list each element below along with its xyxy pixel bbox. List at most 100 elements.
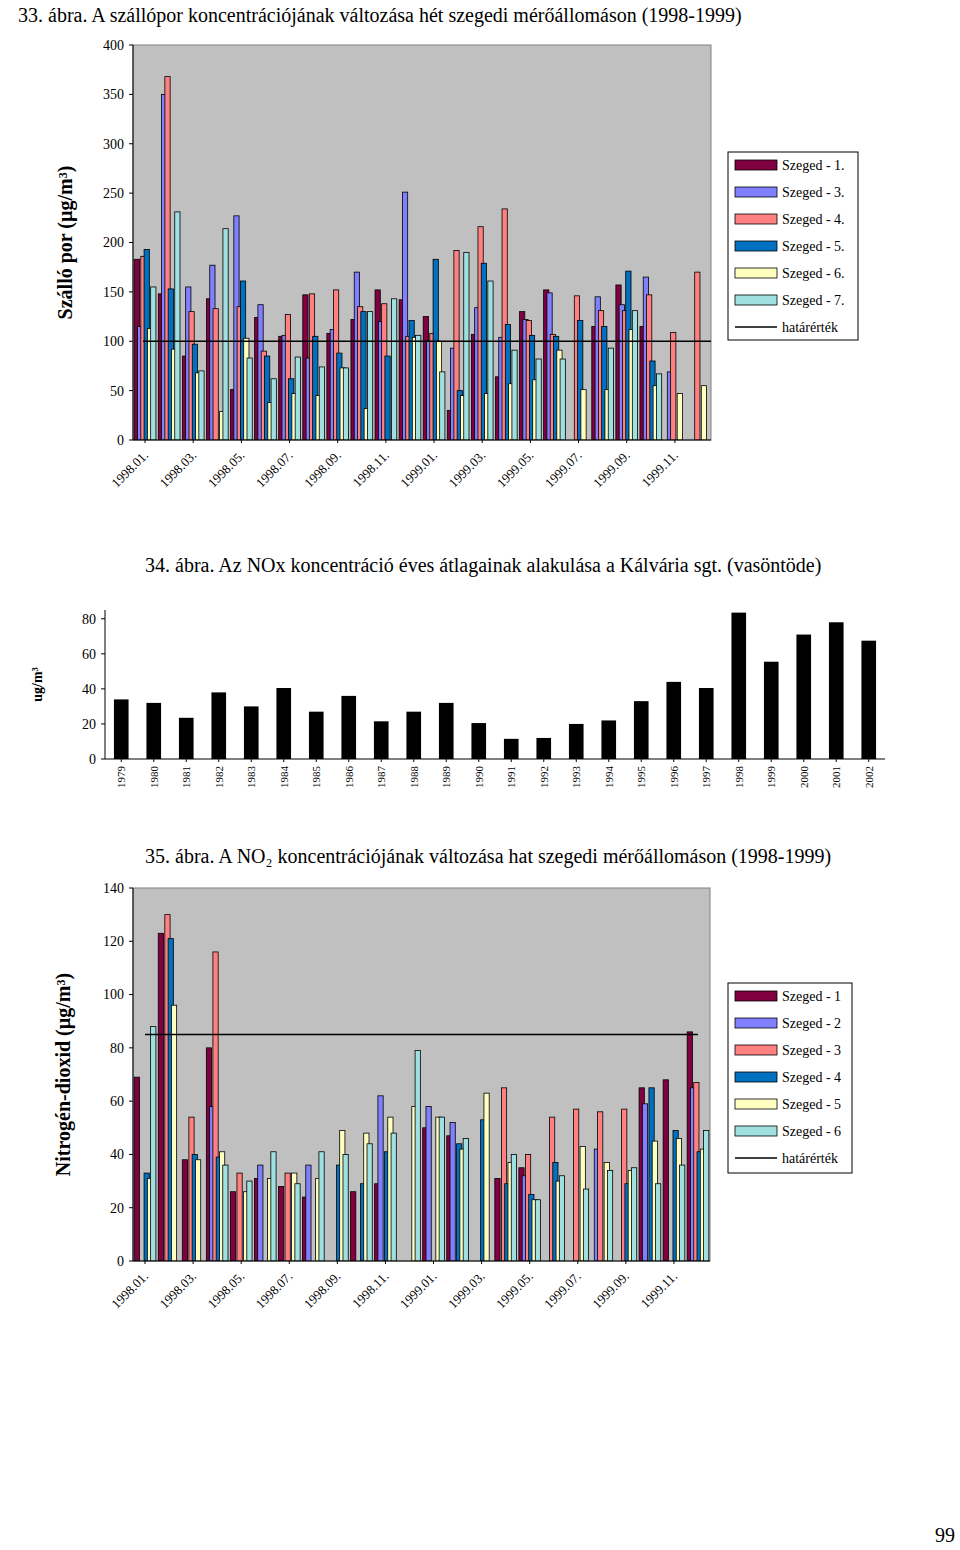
bar [151, 287, 156, 440]
y-tick [129, 45, 133, 46]
bar [114, 699, 129, 759]
x-tick [218, 759, 219, 762]
bar [439, 1117, 444, 1261]
legend-label: Szeged - 4 [782, 1070, 841, 1085]
bar [391, 1133, 396, 1261]
x-tick [771, 759, 772, 762]
x-tick-label: 1998.07. [253, 1269, 296, 1312]
y-tick [129, 994, 133, 995]
x-tick-label: 1998.07. [253, 448, 296, 491]
x-tick [186, 759, 187, 762]
bar [367, 1144, 372, 1261]
x-tick-label: 1984 [278, 766, 290, 789]
x-tick [577, 1261, 578, 1264]
bar [484, 1093, 489, 1261]
y-axis-label: Nitrogén-dioxid (µg/m³) [52, 973, 75, 1176]
y-tick-label: 50 [110, 384, 124, 399]
x-tick-label: 1999.05. [493, 1269, 536, 1312]
x-tick [153, 759, 154, 762]
legend-swatch [735, 187, 777, 197]
x-tick [413, 759, 414, 762]
x-tick [348, 759, 349, 762]
bar [374, 721, 389, 759]
bar [213, 309, 218, 440]
x-tick-label: 1996 [668, 766, 680, 789]
x-tick [706, 759, 707, 762]
y-tick [101, 723, 105, 724]
y-tick [129, 888, 133, 889]
page-number: 99 [935, 1524, 955, 1546]
x-tick-label: 1998.11. [350, 448, 392, 490]
y-tick-label: 20 [110, 1201, 124, 1216]
bar [464, 252, 469, 440]
y-tick-label: 0 [89, 752, 96, 767]
bar [211, 692, 226, 759]
bar [223, 1165, 228, 1261]
chart-title: 34. ábra. Az NOx koncentráció éves átlag… [145, 554, 821, 577]
bar [247, 358, 252, 440]
y-tick [129, 291, 133, 292]
y-tick-label: 250 [103, 186, 124, 201]
bar [574, 1109, 579, 1261]
x-tick [641, 759, 642, 762]
bar [536, 359, 541, 440]
y-tick [129, 193, 133, 194]
legend-swatch [735, 1099, 777, 1109]
x-tick [381, 759, 382, 762]
bar [134, 1077, 139, 1261]
bar [634, 701, 649, 759]
bar [230, 1192, 235, 1261]
bar [559, 1176, 564, 1261]
legend-label: Szeged - 6 [782, 1124, 841, 1139]
y-tick-label: 60 [110, 1094, 124, 1109]
y-tick [129, 1154, 133, 1155]
y-tick-label: 0 [117, 433, 124, 448]
bar [306, 1165, 311, 1261]
marks [114, 613, 876, 759]
bar [598, 1112, 603, 1261]
x-tick [251, 759, 252, 762]
legend-box [728, 983, 852, 1173]
x-tick-label: 1982 [213, 766, 225, 788]
bar [829, 622, 844, 759]
y-axis [133, 888, 134, 1261]
x-tick [241, 1261, 242, 1264]
x-tick [673, 759, 674, 762]
bar [701, 386, 706, 440]
x-tick [337, 1261, 338, 1264]
x-tick-label: 1980 [148, 766, 160, 789]
bar [861, 641, 876, 759]
y-tick [129, 1047, 133, 1048]
bar [581, 390, 586, 440]
bar [237, 1173, 242, 1261]
bar [695, 272, 700, 440]
legend-swatch [735, 214, 777, 224]
x-tick [482, 440, 483, 443]
bar [504, 739, 519, 759]
bar [536, 738, 551, 759]
bar [495, 1178, 500, 1261]
bar [439, 703, 454, 759]
x-tick-label: 1983 [245, 766, 257, 789]
bar [450, 1122, 455, 1261]
bar [488, 281, 493, 440]
plot-area [133, 45, 711, 440]
legend-swatch [735, 268, 777, 278]
x-tick-label: 1999.11. [638, 1269, 680, 1311]
bar [151, 1027, 156, 1261]
x-tick [576, 759, 577, 762]
x-tick [625, 1261, 626, 1264]
y-tick-label: 100 [103, 334, 124, 349]
bar [391, 299, 396, 440]
y-tick [129, 941, 133, 942]
chart-title: 33. ábra. A szállópor koncentrációjának … [18, 4, 742, 27]
x-tick-label: 1991 [505, 766, 517, 788]
bar [367, 312, 372, 440]
y-tick [129, 143, 133, 144]
bar [731, 613, 746, 759]
bar [258, 1165, 263, 1261]
y-tick [101, 618, 105, 619]
bar [631, 1168, 636, 1261]
x-tick-label: 1999.01. [397, 448, 440, 491]
bar [704, 1130, 709, 1261]
